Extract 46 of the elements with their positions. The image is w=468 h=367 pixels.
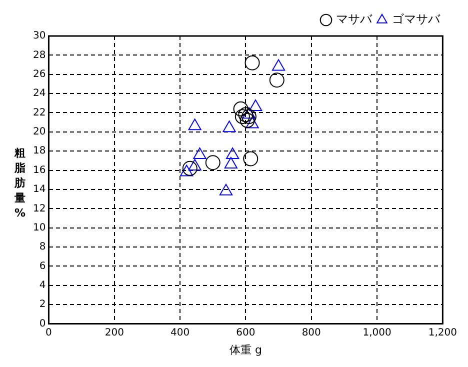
point — [248, 99, 262, 111]
y-tick-label: 20 — [32, 126, 46, 138]
y-tick-label: 28 — [32, 50, 46, 61]
point — [182, 160, 198, 176]
point — [241, 109, 256, 124]
y-tick-label: 26 — [32, 68, 46, 80]
y-tick-label: 16 — [32, 164, 46, 176]
legend-label: ゴマサバ — [392, 12, 441, 26]
point — [226, 147, 240, 159]
point — [219, 184, 233, 196]
y-tick-label: 24 — [32, 88, 46, 100]
point — [269, 72, 284, 88]
point — [188, 158, 202, 170]
point — [224, 157, 238, 169]
y-tick-label: 10 — [32, 222, 46, 234]
point — [244, 55, 260, 70]
y-tick-label: 4 — [39, 280, 46, 292]
x-tick-label: 800 — [302, 327, 321, 338]
y-tick-label: 18 — [32, 146, 46, 157]
y-tick-label: 2 — [39, 299, 46, 310]
point — [193, 147, 206, 159]
legend-label: マサバ — [336, 12, 373, 26]
point — [238, 107, 254, 122]
point — [234, 109, 250, 124]
point — [243, 151, 258, 166]
y-tick-label: 12 — [32, 203, 46, 214]
y-tick-label: 22 — [32, 107, 46, 118]
x-tick-label: 1,200 — [428, 327, 458, 338]
y-tick-label: 14 — [32, 184, 46, 196]
y-tick-label: 6 — [39, 260, 46, 272]
y-tick-label: 0 — [39, 318, 46, 330]
x-tick-label: 400 — [170, 327, 190, 338]
y-tick-label: 30 — [32, 30, 46, 42]
y-axis-title: 粗脂肪量% — [14, 146, 26, 220]
x-axis-title: 体重 g — [229, 343, 262, 356]
point — [222, 120, 236, 132]
y-tick-label: 8 — [39, 242, 46, 253]
x-tick-label: 1,000 — [362, 327, 392, 338]
point — [240, 112, 255, 128]
x-tick-label: 200 — [104, 327, 124, 338]
point — [246, 116, 259, 128]
point — [188, 118, 202, 130]
point — [233, 101, 248, 116]
point — [180, 164, 194, 176]
x-tick-label: 600 — [236, 327, 256, 338]
point — [242, 107, 256, 119]
